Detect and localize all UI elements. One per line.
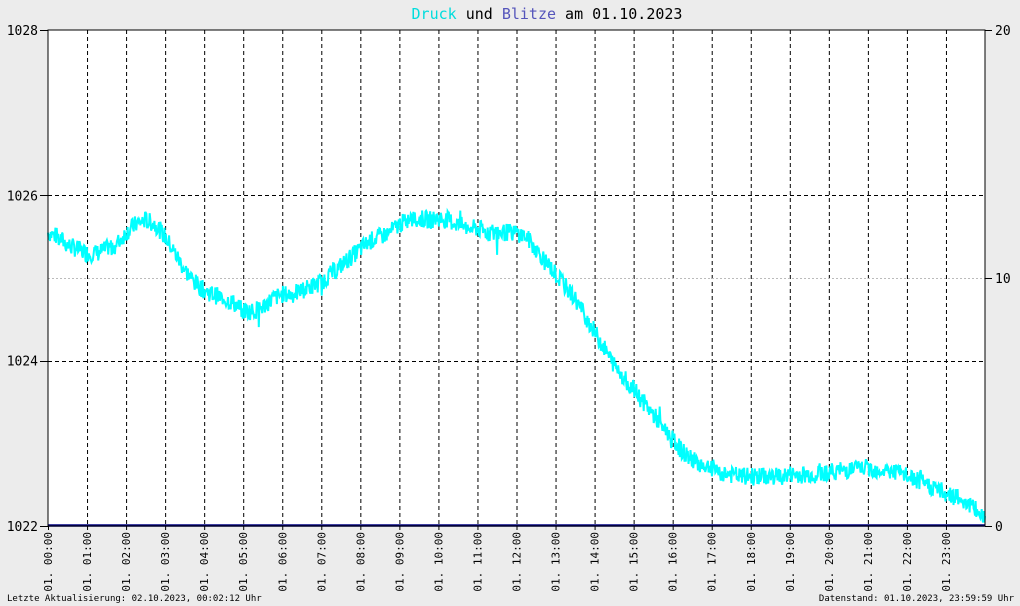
x-tick-label: 01. 02:00: [120, 532, 133, 592]
x-tick-label: 01. 07:00: [315, 532, 328, 592]
title-blitze: Blitze: [502, 5, 556, 23]
footer-data-status: Datenstand: 01.10.2023, 23:59:59 Uhr: [819, 594, 1015, 604]
x-tick-label: 01. 11:00: [472, 532, 485, 592]
x-tick-label: 01. 00:00: [42, 532, 55, 592]
x-tick-label: 01. 14:00: [589, 532, 602, 592]
y-left-tick-label: 1022: [7, 520, 38, 535]
x-tick-label: 01. 19:00: [784, 532, 797, 592]
x-tick-label: 01. 13:00: [550, 532, 563, 592]
y-right-tick-label: 0: [995, 520, 1003, 535]
x-tick-label: 01. 10:00: [432, 532, 445, 592]
x-axis: 01. 00:00 01. 01:00 01. 02:00 01. 03:00 01. …: [42, 526, 953, 592]
y-left-tick-label: 1026: [7, 189, 38, 204]
x-tick-label: 01. 09:00: [393, 532, 406, 592]
x-tick-label: 01. 17:00: [706, 532, 719, 592]
title-und: und: [457, 5, 502, 23]
x-tick-label: 01. 22:00: [901, 532, 914, 592]
x-tick-label: 01. 05:00: [237, 532, 250, 592]
x-tick-label: 01. 15:00: [628, 532, 641, 592]
x-tick-label: 01. 21:00: [862, 532, 875, 592]
title-date: am 01.10.2023: [556, 5, 682, 23]
y-right-tick-label: 20: [995, 24, 1011, 39]
x-tick-label: 01. 01:00: [81, 532, 94, 592]
x-tick-label: 01. 04:00: [198, 532, 211, 592]
x-tick-label: 01. 12:00: [511, 532, 524, 592]
x-tick-label: 01. 18:00: [745, 532, 758, 592]
x-tick-label: 01. 03:00: [159, 532, 172, 592]
title-druck: Druck: [412, 5, 457, 23]
x-tick-label: 01. 20:00: [823, 532, 836, 592]
x-tick-label: 01. 23:00: [940, 532, 953, 592]
x-tick-label: 01. 08:00: [354, 532, 367, 592]
x-tick-label: 01. 16:00: [667, 532, 680, 592]
y-right-tick-label: 10: [995, 272, 1011, 287]
y-axis-right: 20 10 0: [985, 24, 1011, 535]
y-axis-left: 1028 1026 1024 1022: [7, 24, 48, 535]
chart-title: Druck und Blitze am 01.10.2023: [412, 5, 683, 23]
footer-last-update: Letzte Aktualisierung: 02.10.2023, 00:02…: [7, 594, 262, 604]
y-left-tick-label: 1024: [7, 355, 38, 370]
y-left-tick-label: 1028: [7, 24, 38, 39]
series-druck-line: [47, 207, 986, 523]
x-tick-label: 01. 06:00: [276, 532, 289, 592]
